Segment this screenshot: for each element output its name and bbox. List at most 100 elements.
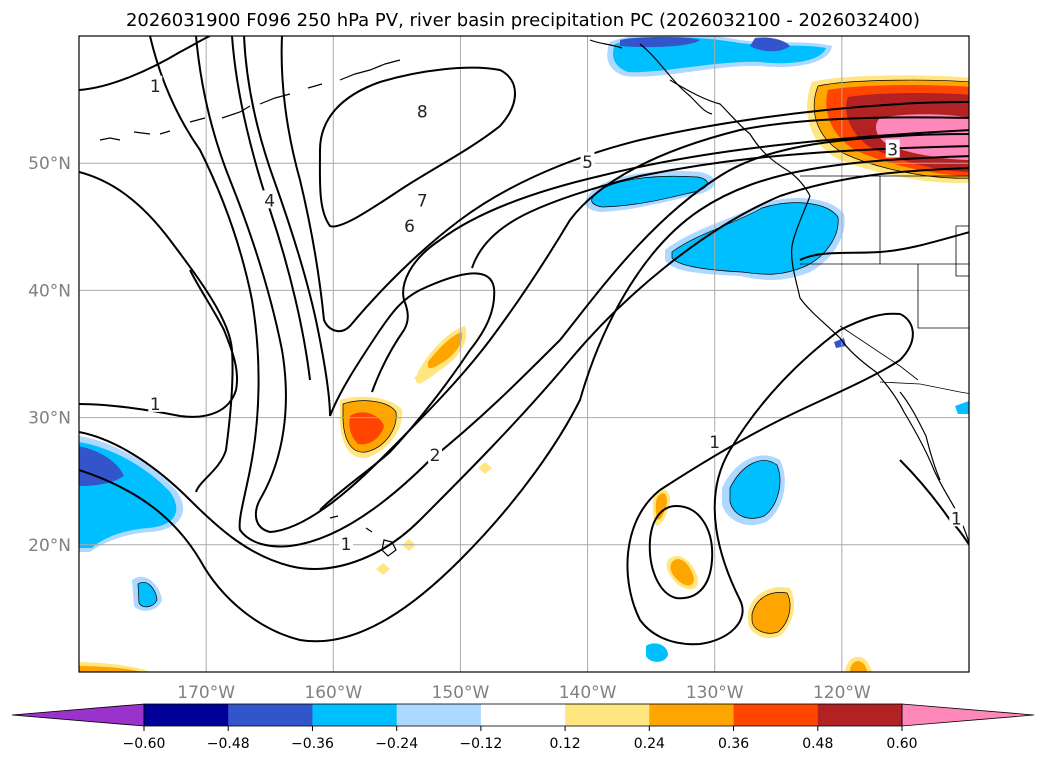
contour-label: 7 — [417, 191, 428, 211]
outline-subtropic — [729, 460, 781, 519]
neg-region-alaska-3 — [750, 37, 790, 52]
outline-oregon — [671, 202, 839, 275]
contour-label-bg — [402, 215, 417, 234]
x-axis: 170°W 160°W 150°W 140°W 130°W 120°W — [177, 683, 871, 703]
contour-1-west — [79, 269, 238, 418]
neg-region-west-pacific-3 — [79, 446, 124, 486]
coast-us-west — [791, 195, 969, 545]
colorbar-tick-label: 0.60 — [886, 736, 917, 752]
colorbar-segment — [396, 704, 482, 726]
contour-mid-3 — [471, 145, 969, 269]
contour-label-bg — [148, 393, 163, 412]
contour-label-bg — [707, 432, 722, 451]
colorbar-tick-label: −0.12 — [459, 736, 502, 752]
contour-5 — [243, 36, 331, 417]
coast-aleutians — [99, 59, 401, 141]
shading-layer — [79, 36, 969, 672]
contour-label-bg — [885, 139, 900, 158]
pos-region-tall-2 — [655, 493, 667, 520]
x-tick-label: 130°W — [686, 683, 744, 703]
coast-panhandle — [669, 79, 811, 197]
y-tick-label: 50°N — [28, 154, 71, 174]
contour-label-bg — [415, 101, 430, 120]
contour-label: 1 — [150, 395, 161, 415]
colorbar-segment — [733, 704, 819, 726]
pos-region-bottom-1b — [850, 661, 867, 672]
colorbar-tick-label: 0.24 — [634, 736, 665, 752]
colorbar-segment — [312, 704, 398, 726]
colorbar-frame — [143, 703, 903, 727]
pos-region-dot-4 — [414, 372, 426, 384]
colorbar-tick-label: −0.36 — [291, 736, 334, 752]
pos-region-dot-3 — [376, 563, 390, 575]
colorbar-tick-label: −0.24 — [375, 736, 418, 752]
contour-mid-2 — [319, 272, 496, 511]
contour-label-bg — [148, 75, 163, 94]
contour-mid-1 — [371, 129, 969, 393]
contour-label-bg — [949, 508, 964, 527]
contour-label: 1 — [951, 509, 962, 529]
colorbar-segment — [565, 704, 650, 726]
neg-region-subtropic-2 — [730, 460, 780, 519]
neg-region-small-4 — [834, 338, 846, 348]
colorbar-tick-label: 0.48 — [802, 736, 833, 752]
x-tick-label: 160°W — [304, 683, 362, 703]
x-tick-label: 140°W — [559, 683, 617, 703]
coast-alaska — [589, 39, 713, 115]
neg-region-small-2 — [646, 643, 668, 662]
border-mexico — [879, 381, 969, 394]
contour-label: 1 — [150, 77, 161, 97]
colorbar-tick-label: 0.12 — [550, 736, 581, 752]
neg-region-small-1b — [138, 582, 157, 607]
coast-baja — [899, 391, 941, 481]
y-tick-label: 20°N — [28, 536, 71, 556]
colorbar-segment — [228, 704, 313, 726]
pos-region-bottom-2b — [79, 666, 140, 672]
contour-label: 6 — [404, 217, 415, 237]
y-axis: 50°N 40°N 30°N 20°N — [28, 154, 71, 556]
neg-region-small-3 — [955, 401, 969, 414]
contour-4 — [195, 36, 969, 534]
contour-east-small-loop — [648, 504, 714, 600]
contour-label-bg — [415, 190, 430, 209]
x-tick-label: 150°W — [432, 683, 490, 703]
colorbar-extend-max — [901, 703, 1035, 727]
pos-region-dot-1 — [478, 462, 492, 474]
gridlines — [79, 36, 969, 672]
contour-label: 4 — [264, 191, 275, 211]
border-states-3 — [917, 264, 969, 329]
contour-7 — [231, 36, 311, 381]
contour-2-east — [79, 155, 969, 643]
colorbar-tick-label: 0.36 — [718, 736, 749, 752]
colorbar-segment — [144, 704, 229, 726]
borders — [800, 175, 969, 394]
colorbar-extend-min — [11, 703, 145, 727]
map-frame — [78, 35, 970, 673]
colorbar-segment — [649, 704, 735, 726]
contour-3-west — [149, 36, 969, 548]
pos-region-south-1b — [670, 559, 694, 586]
chart-title: 2026031900 F096 250 hPa PV, river basin … — [126, 10, 920, 31]
contour-label-bg — [262, 190, 277, 209]
contour-label: 1 — [341, 535, 352, 555]
border-states-4 — [839, 325, 919, 381]
contour-label-bg — [339, 533, 353, 552]
contour-label-bg — [428, 444, 442, 463]
map-content: 1 8 5 3 4 76 1 2 1 1 1 — [79, 36, 969, 672]
contour-1-north — [79, 36, 211, 91]
colorbar-tick-label: −0.48 — [207, 736, 250, 752]
x-tick-label: 120°W — [813, 683, 871, 703]
map-panel: 1 8 5 3 4 76 1 2 1 1 1 — [78, 35, 970, 673]
coastlines — [99, 39, 969, 557]
outline-south-2 — [751, 592, 791, 634]
contour-label: 1 — [709, 433, 720, 453]
colorbar-tick-label: −0.60 — [123, 736, 166, 752]
contour-label: 2 — [430, 446, 441, 466]
contour-label: 3 — [887, 140, 898, 160]
contour-label: 5 — [582, 153, 593, 173]
outline-small-1 — [137, 582, 158, 608]
contour-2-west — [79, 171, 234, 493]
contour-big-arc — [79, 167, 969, 570]
contour-labels: 1 8 5 3 4 76 1 2 1 1 1 — [148, 75, 964, 555]
